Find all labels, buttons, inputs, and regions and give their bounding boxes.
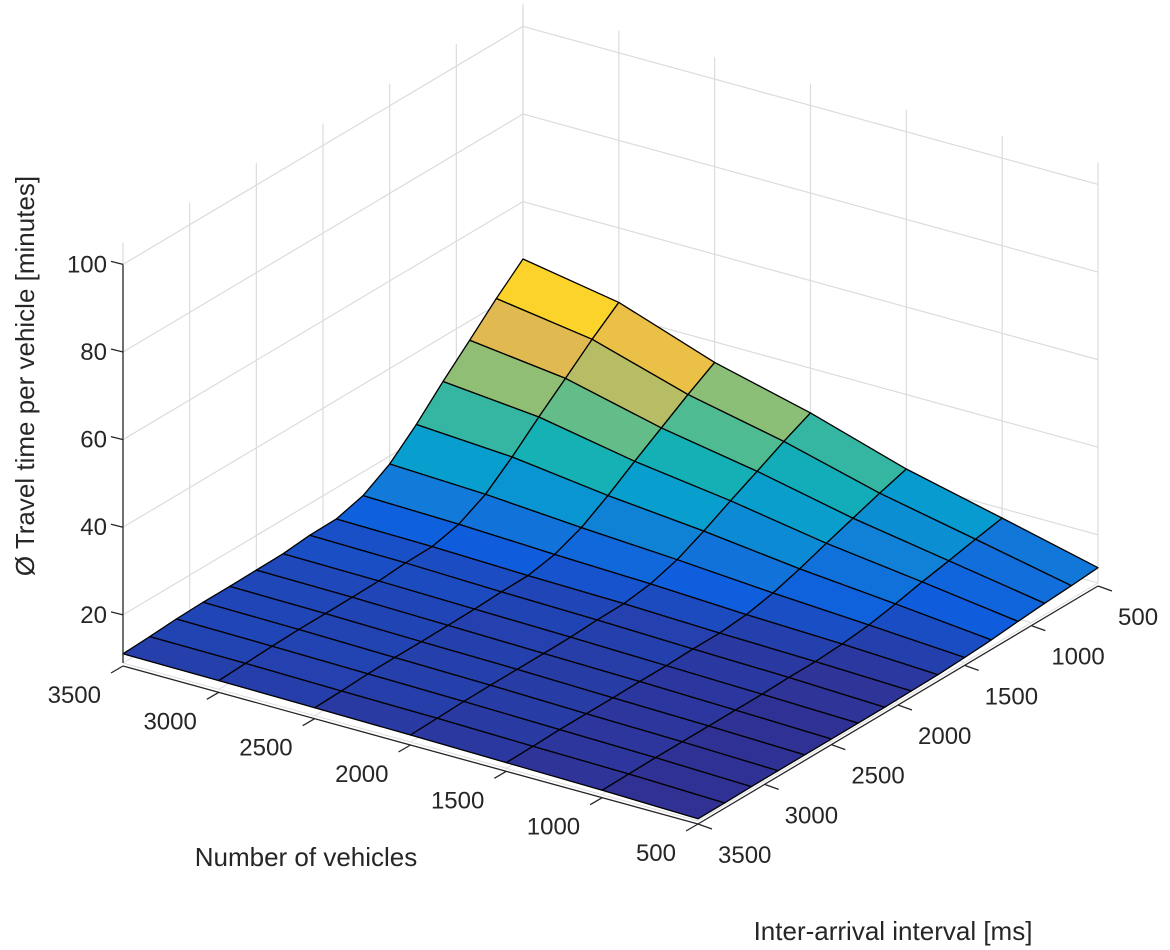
z-tick [110,348,124,353]
surface-face [601,773,726,820]
y-tick [302,718,315,727]
y-tick [589,797,603,806]
y-tick-label: 2500 [239,735,292,762]
x-tick [1097,585,1113,592]
x-tick-label: 500 [1118,604,1158,631]
z-tick-label: 60 [80,427,107,454]
z-tick [110,611,124,616]
y-tick-label: 1500 [431,787,484,814]
x-tick-label: 2500 [851,763,904,790]
x-tick [831,744,846,751]
x-tick-label: 1000 [1051,644,1104,671]
y-tick [110,665,124,674]
x-tick-label: 3000 [785,802,838,829]
x-tick [697,823,713,830]
y-tick-label: 500 [636,840,676,867]
floor-gridline [697,582,1099,822]
x-tick [897,704,913,711]
z-tick-label: 20 [80,602,107,629]
z-tick-label: 100 [67,251,107,278]
x-tick [1031,625,1046,632]
y-tick [206,691,220,700]
x-tick-label: 3500 [718,842,771,869]
z-tick [110,260,124,266]
x-tick [764,783,779,790]
y-tick-label: 2000 [335,761,388,788]
y-tick-label: 3000 [143,708,196,735]
z-tick-label: 40 [80,514,107,541]
y-axis-label: Number of vehicles [195,842,418,872]
z-tick-label: 80 [80,339,107,366]
tick-labels: 20 40 60 80 100 3500 3000 2500 2000 1500 1000 500 50… [48,251,1158,869]
axes-lines [110,260,1113,832]
x-tick [964,664,979,671]
z-axis-label: Ø Travel time per vehicle [minutes] [10,176,40,576]
z-gridline [122,25,1099,265]
x-tick-label: 2000 [918,723,971,750]
y-tick [685,823,699,832]
y-tick [398,744,411,753]
y-tick-label: 3500 [48,682,101,709]
x-axis-label: Inter-arrival interval [ms] [754,916,1033,946]
y-tick-label: 1000 [527,814,580,841]
z-tick [110,435,124,441]
y-tick [494,770,507,779]
z-tick [110,523,124,528]
x-tick-label: 1500 [985,683,1038,710]
surface-mesh [122,258,1099,820]
